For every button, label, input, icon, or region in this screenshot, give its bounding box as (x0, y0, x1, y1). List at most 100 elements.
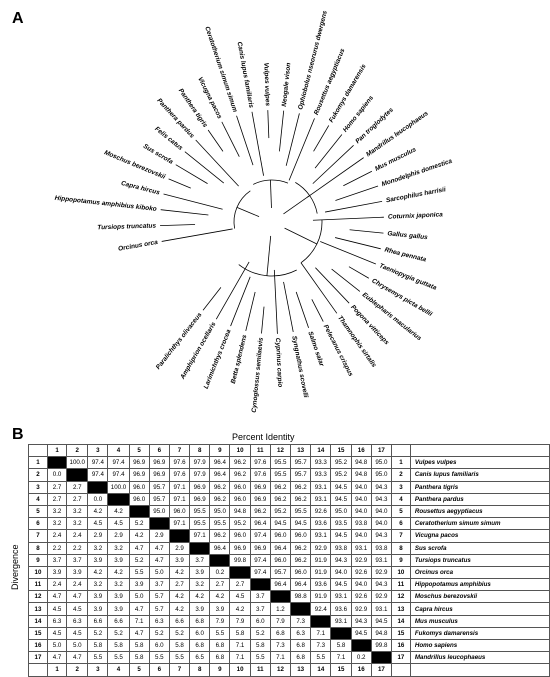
matrix-cell: 96.2 (290, 480, 312, 494)
tree-branch (195, 139, 239, 187)
matrix-cell: 95.2 (269, 504, 292, 519)
matrix-cell: 93.3 (310, 468, 332, 482)
matrix-cell: 94.0 (370, 504, 392, 519)
matrix-row-index: 3 (28, 480, 48, 494)
matrix-cell: 94.0 (350, 504, 372, 519)
matrix-row-index-right: 1 (390, 456, 411, 470)
matrix-cell: 91.9 (310, 590, 332, 604)
matrix-species-label: Hippopotamus amphibius (409, 578, 550, 592)
matrix-cell: 94.0 (330, 565, 352, 580)
matrix-cell: 92.9 (310, 541, 332, 555)
matrix-diagonal-cell (128, 504, 150, 519)
matrix-row: 13 4.5 4.5 3.9 3.9 4.7 5.7 4.2 3.9 3.9 4.2 3.7 1.2 92… (28, 602, 550, 616)
matrix-cell: 95.5 (189, 517, 211, 531)
tree-branch (236, 115, 254, 166)
matrix-cell: 5.2 (128, 553, 150, 567)
matrix-cell: 3.9 (66, 565, 89, 580)
matrix-cell: 3.2 (66, 504, 89, 519)
matrix-cell: 94.0 (350, 480, 372, 494)
matrix-cell: 96.0 (229, 492, 251, 506)
matrix-cell: 5.2 (249, 626, 271, 641)
matrix-cell: 99.8 (229, 553, 251, 567)
percent-identity-title: Percent Identity (232, 432, 295, 442)
matrix-cell: 5.5 (168, 651, 191, 665)
matrix-column-footer: 8 (189, 663, 211, 677)
matrix-species-label: Rousettus aegyptiacus (409, 504, 550, 519)
matrix-cell: 5.2 (168, 626, 191, 641)
matrix-row: 14 6.3 6.3 6.6 6.6 7.1 6.3 6.6 6.8 7.9 7.9 6.0 7.9 7.… (28, 614, 550, 628)
matrix-cell: 6.8 (189, 614, 211, 628)
matrix-cell: 5.2 (87, 626, 109, 641)
matrix-cell: 6.8 (290, 638, 312, 653)
matrix-cell: 3.7 (148, 578, 170, 592)
matrix-cell: 100.0 (66, 456, 89, 470)
matrix-column-footer: 12 (269, 663, 292, 677)
tree-tip-label: Cynoglossus semilaevis (251, 337, 265, 413)
matrix-species-label: Panthera tigris (409, 480, 550, 494)
matrix-cell: 96.2 (229, 456, 251, 470)
tree-branch (163, 193, 223, 210)
matrix-cell: 4.2 (107, 565, 130, 580)
tree-branch (175, 164, 208, 184)
tree-internal-branch (266, 235, 272, 276)
matrix-cell: 3.9 (87, 590, 109, 604)
matrix-column-footer: 5 (128, 663, 150, 677)
matrix-cell: 96.2 (290, 553, 312, 567)
tree-branch (273, 269, 278, 334)
matrix-cell: 4.2 (87, 565, 109, 580)
matrix-cell: 3.9 (46, 565, 68, 580)
matrix-species-label: Fukomys damarensis (409, 626, 550, 641)
matrix-cell: 3.2 (107, 541, 130, 555)
tree-tip-label: Coturnix japonica (388, 211, 444, 220)
tree-internal-branch (284, 227, 318, 245)
matrix-cell: 2.4 (66, 529, 89, 543)
tree-branch (261, 306, 265, 334)
tree-branch (313, 125, 330, 152)
matrix-cell: 2.4 (46, 578, 68, 592)
matrix-cell: 95.0 (209, 504, 231, 519)
matrix-row-index-right: 6 (390, 517, 411, 531)
matrix-cell: 95.2 (330, 468, 352, 482)
matrix-cell: 5.2 (128, 517, 150, 531)
tree-branch (312, 216, 384, 221)
matrix-cell: 2.9 (168, 541, 191, 555)
matrix-cell: 94.3 (370, 492, 392, 506)
matrix-diagonal-cell (168, 529, 191, 543)
matrix-row-index: 15 (28, 626, 48, 641)
matrix-diagonal-cell (87, 480, 109, 494)
matrix-cell: 6.0 (189, 626, 211, 641)
matrix-cell: 97.4 (87, 456, 109, 470)
tree-branch (295, 291, 309, 328)
matrix-cell: 4.7 (46, 651, 68, 665)
matrix-cell: 4.5 (229, 590, 251, 604)
matrix-cell: 96.0 (229, 480, 251, 494)
matrix-cell: 2.2 (46, 541, 68, 555)
matrix-header-row: 1 2 3 4 5 6 7 8 9 10 11 12 13 14 15 16 17 (28, 443, 550, 458)
matrix-cell: 3.7 (189, 553, 211, 567)
matrix-cell: 4.7 (148, 553, 170, 567)
matrix-cell: 94.8 (370, 626, 392, 641)
matrix-column-footer: 14 (310, 663, 332, 677)
matrix-column-header: 4 (107, 443, 130, 458)
matrix-diagonal-cell (107, 492, 130, 506)
matrix-cell: 7.1 (269, 651, 292, 665)
tree-branch (161, 228, 233, 242)
matrix-cell: 96.0 (269, 529, 292, 543)
matrix-row-index: 2 (28, 468, 48, 482)
matrix-cell: 94.3 (370, 480, 392, 494)
matrix-row: 5 3.2 3.2 4.2 4.2 95.0 96.0 95.5 95.0 94.8 96.2 95.… (28, 504, 550, 519)
matrix-cell: 97.6 (168, 468, 191, 482)
matrix-diagonal-cell (290, 602, 312, 616)
tree-branch (251, 111, 264, 176)
tree-branch (285, 113, 300, 166)
matrix-row-index: 14 (28, 614, 48, 628)
matrix-cell: 95.2 (330, 456, 352, 470)
matrix-row-index: 1 (28, 456, 48, 470)
matrix-cell: 6.8 (290, 651, 312, 665)
matrix-cell: 6.3 (66, 614, 89, 628)
matrix-row-index-right: 17 (390, 651, 411, 665)
matrix-cell: 97.1 (168, 492, 191, 506)
matrix-row-index-right: 8 (390, 541, 411, 555)
tree-tip-label: Paralichthys olivaceus (155, 311, 204, 371)
matrix-column-header: 11 (249, 443, 271, 458)
